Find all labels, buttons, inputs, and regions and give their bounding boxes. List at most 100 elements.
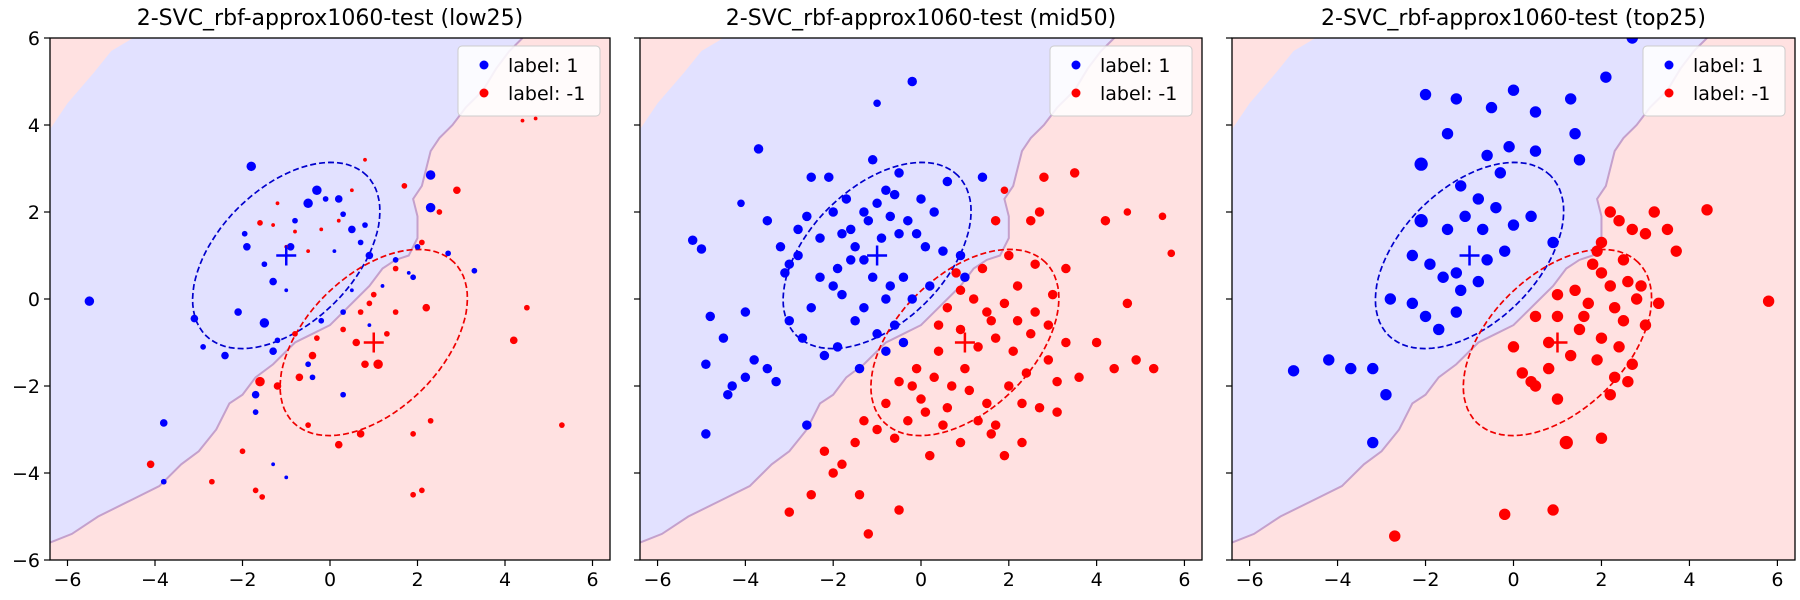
point-label-neg1 xyxy=(942,302,953,313)
center-marker-label-neg1 xyxy=(954,332,975,353)
point-label-neg1 xyxy=(1026,215,1036,226)
point-label-1 xyxy=(284,475,289,480)
x-tick-label: 0 xyxy=(915,569,927,591)
point-label-neg1 xyxy=(1573,323,1586,336)
point-label-neg1 xyxy=(1639,319,1652,331)
point-label-1 xyxy=(1547,236,1559,249)
point-label-neg1 xyxy=(1034,403,1045,413)
x-tick-label: 2 xyxy=(1003,569,1015,591)
y-tick-label: 6 xyxy=(28,28,40,50)
point-label-1 xyxy=(1455,284,1467,296)
point-label-neg1 xyxy=(1148,363,1159,374)
point-label-neg1 xyxy=(1167,249,1176,258)
point-label-neg1 xyxy=(334,440,343,449)
point-label-neg1 xyxy=(1630,293,1643,305)
x-tick-label: 6 xyxy=(586,569,598,591)
point-label-neg1 xyxy=(1626,358,1638,370)
point-label-1 xyxy=(322,196,329,202)
point-label-neg1 xyxy=(392,309,399,315)
point-label-neg1 xyxy=(982,398,992,409)
point-label-1 xyxy=(846,224,856,235)
point-label-1 xyxy=(1437,271,1449,283)
point-label-1 xyxy=(929,207,939,217)
point-label-neg1 xyxy=(951,268,961,278)
point-label-neg1 xyxy=(837,459,847,470)
point-label-neg1 xyxy=(1613,341,1625,353)
point-label-1 xyxy=(784,259,795,269)
point-label-1 xyxy=(889,320,900,330)
point-label-neg1 xyxy=(977,263,988,274)
point-label-1 xyxy=(1345,362,1357,375)
point-label-neg1 xyxy=(903,416,913,426)
point-label-neg1 xyxy=(925,450,935,461)
point-label-1 xyxy=(367,323,372,327)
point-label-1 xyxy=(332,249,337,254)
point-label-1 xyxy=(881,346,891,356)
point-label-1 xyxy=(793,250,803,261)
point-label-neg1 xyxy=(1158,212,1167,221)
point-label-1 xyxy=(775,242,786,252)
plot-area xyxy=(50,38,610,560)
x-tick-label: −4 xyxy=(731,569,759,591)
point-label-neg1 xyxy=(559,422,565,428)
region-label-1 xyxy=(1232,38,1708,543)
point-label-1 xyxy=(881,294,891,304)
point-label-1 xyxy=(911,229,922,239)
point-label-neg1 xyxy=(894,376,904,387)
point-label-neg1 xyxy=(1091,337,1102,348)
x-tick-label: 6 xyxy=(1771,569,1783,591)
point-label-1 xyxy=(701,359,711,369)
point-label-1 xyxy=(1481,149,1493,162)
x-tick-label: −4 xyxy=(1324,569,1352,591)
point-label-neg1 xyxy=(806,490,816,500)
point-label-neg1 xyxy=(907,381,917,391)
point-label-neg1 xyxy=(1004,250,1014,261)
legend-box xyxy=(457,45,601,117)
point-label-1 xyxy=(1441,128,1454,140)
point-label-1 xyxy=(349,288,354,293)
x-tick-label: −4 xyxy=(141,569,169,591)
point-label-neg1 xyxy=(384,330,390,337)
point-label-neg1 xyxy=(964,385,975,396)
point-label-neg1 xyxy=(1595,236,1608,249)
point-label-1 xyxy=(903,215,913,226)
x-tick-label: 2 xyxy=(411,569,423,591)
point-label-1 xyxy=(1424,258,1436,270)
point-label-1 xyxy=(885,281,896,291)
point-label-neg1 xyxy=(366,300,373,307)
center-marker-label-1 xyxy=(867,245,888,266)
point-label-1 xyxy=(1459,210,1471,223)
point-label-1 xyxy=(160,478,167,485)
point-label-neg1 xyxy=(784,507,795,517)
point-label-neg1 xyxy=(955,285,966,296)
point-label-neg1 xyxy=(1591,354,1603,366)
point-label-neg1 xyxy=(1516,367,1528,379)
point-label-1 xyxy=(1380,389,1392,401)
point-label-1 xyxy=(1503,141,1515,153)
point-label-1 xyxy=(1406,249,1419,262)
legend-marker xyxy=(1071,88,1081,98)
point-label-neg1 xyxy=(1499,508,1511,521)
point-label-neg1 xyxy=(273,382,282,390)
point-label-neg1 xyxy=(1507,341,1520,353)
point-label-1 xyxy=(303,198,313,209)
point-label-1 xyxy=(749,355,759,365)
point-label-neg1 xyxy=(1123,208,1132,216)
center-marker-label-neg1 xyxy=(363,332,384,353)
point-label-1 xyxy=(802,211,812,222)
point-label-neg1 xyxy=(1529,310,1542,323)
legend-marker xyxy=(1664,60,1674,70)
point-label-neg1 xyxy=(239,448,246,455)
point-label-neg1 xyxy=(933,320,944,330)
point-label-1 xyxy=(1433,323,1445,336)
legend-entry-label: label: 1 xyxy=(1693,55,1763,77)
point-label-1 xyxy=(780,268,790,278)
point-label-neg1 xyxy=(319,227,324,232)
y-tick-label: −2 xyxy=(12,376,40,398)
point-label-1 xyxy=(284,288,289,293)
point-label-1 xyxy=(718,333,729,343)
plot-area xyxy=(640,38,1202,560)
point-label-1 xyxy=(269,347,277,356)
point-label-1 xyxy=(977,172,988,182)
point-label-1 xyxy=(925,281,935,291)
